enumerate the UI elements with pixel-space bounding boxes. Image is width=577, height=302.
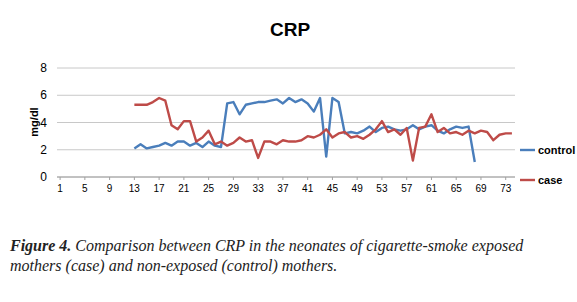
x-tick: [183, 177, 184, 180]
x-tick-label: 5: [82, 183, 88, 194]
y-tick-label: 8: [40, 61, 47, 75]
x-tick-label: 29: [228, 183, 240, 194]
x-tick: [84, 177, 85, 180]
x-tick: [431, 177, 432, 180]
x-tick-label: 45: [327, 183, 339, 194]
x-tick-label: 9: [107, 183, 113, 194]
x-tick-label: 57: [401, 183, 413, 194]
x-tick-label: 61: [426, 183, 438, 194]
x-tick: [134, 177, 135, 180]
caption-label: Figure 4.: [10, 237, 71, 254]
x-tick: [233, 177, 234, 180]
x-tick: [60, 177, 61, 180]
series-line: [134, 98, 474, 162]
x-tick-label: 73: [500, 183, 512, 194]
x-tick: [208, 177, 209, 180]
y-axis-label: mg/dl: [28, 107, 40, 136]
legend-swatch: [520, 179, 535, 181]
caption-text: Comparison between CRP in the neonates o…: [10, 237, 523, 274]
x-tick: [480, 177, 481, 180]
x-tick: [109, 177, 110, 180]
x-tick-label: 33: [253, 183, 265, 194]
x-tick-label: 37: [277, 183, 289, 194]
y-tick-label: 0: [40, 170, 47, 184]
grid-line: [57, 177, 515, 178]
legend-swatch: [520, 149, 535, 151]
legend-label: case: [538, 174, 562, 186]
x-tick-label: 1: [57, 183, 63, 194]
x-tick-label: 25: [203, 183, 215, 194]
title: CRP: [270, 19, 310, 40]
x-tick: [282, 177, 283, 180]
legend-label: control: [538, 144, 575, 156]
x-tick: [307, 177, 308, 180]
grid-line: [57, 149, 515, 150]
y-tick-label: 2: [40, 143, 47, 157]
plot-lines: [134, 98, 512, 162]
x-tick: [456, 177, 457, 180]
x-axis-line: [57, 177, 515, 178]
x-tick: [406, 177, 407, 180]
x-tick: [505, 177, 506, 180]
x-tick-label: 69: [475, 183, 487, 194]
y-tick-label: 4: [40, 116, 47, 130]
grid-line: [57, 95, 515, 96]
x-tick-label: 21: [178, 183, 190, 194]
x-tick-label: 13: [129, 183, 141, 194]
x-tick: [159, 177, 160, 180]
caption: Figure 4. Comparison between CRP in the …: [10, 236, 570, 276]
series-line: [134, 98, 512, 161]
x-tick: [381, 177, 382, 180]
x-tick-label: 41: [302, 183, 314, 194]
x-tick: [258, 177, 259, 180]
grid-line: [57, 68, 515, 69]
x-tick: [332, 177, 333, 180]
x-tick-label: 65: [451, 183, 463, 194]
x-tick-label: 17: [154, 183, 166, 194]
grid-line: [57, 122, 515, 123]
x-tick: [357, 177, 358, 180]
x-tick-label: 49: [352, 183, 364, 194]
x-tick-label: 53: [376, 183, 388, 194]
y-tick-label: 6: [40, 88, 47, 102]
